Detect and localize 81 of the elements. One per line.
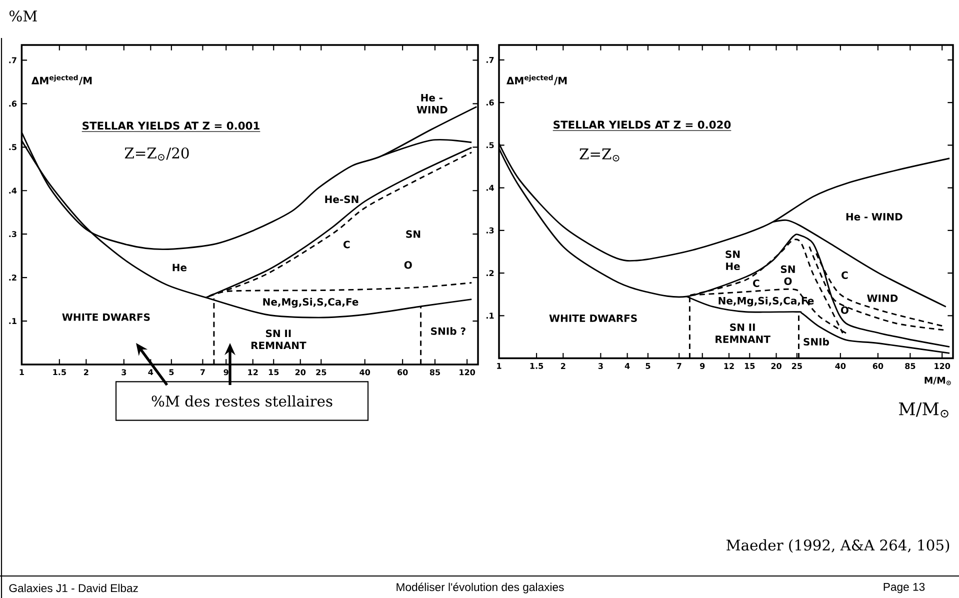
text: Page 13 [884,582,925,594]
annotation: O [840,306,848,314]
annotation: WIND [867,294,898,302]
y-tick-label: .5 [486,142,494,148]
x-tick-label: 20 [295,369,306,376]
annotation: O [404,261,412,269]
annotation: C [753,279,760,288]
annotation: He - WIND [416,94,448,114]
x-tick-label: 9 [700,363,705,370]
annotation: SN O [780,265,795,285]
y-tick-label: .7 [486,56,494,63]
y-tick-label: .2 [486,270,494,276]
text: STELLAR YIELDS AT Z = 0.020 [554,120,731,129]
y-tick-label: .1 [9,318,16,324]
text: Z=Z$_{⊙}$/20 [124,147,189,161]
x-tick-label: 25 [316,369,326,376]
text: M/M$_{⊙}$ [898,402,948,418]
x-tick-label: 1 [497,363,502,369]
x-tick-label: 7 [200,369,205,376]
x-tick-label: 120 [934,363,950,370]
y-tick-label: .5 [9,144,16,150]
annotation: C [344,240,350,248]
x-tick-label: 9 [224,369,228,376]
annotation: SN [406,230,420,238]
x-tick-label: 85 [430,369,440,376]
text: Modéliser l'évolution des galaxies [396,582,564,594]
x-tick-label: 2 [560,363,566,369]
text: Z=Z$_{⊙}$ [580,148,620,162]
annotation: He-SN [325,196,358,204]
x-tick-label: 40 [360,369,370,376]
x-tick-label: 5 [646,363,650,369]
annotation: ΔM$^{ejected}$/M [31,74,92,86]
annotation: WHITE DWARFS [62,313,150,321]
x-tick-label: 85 [905,363,916,370]
annotation: WHITE DWARFS [549,314,637,322]
annotation: SNIb [804,338,830,346]
x-tick-label: 25 [792,363,802,370]
x-tick-label: 15 [268,369,279,376]
x-tick-label: 3 [598,363,603,370]
x-tick-label: 20 [771,363,782,370]
x-tick-label: 120 [460,369,476,376]
y-tick-label: .3 [486,227,494,234]
text: %M des restes stellaires [152,395,332,407]
text: %M [10,10,37,22]
x-tick-label: 60 [872,363,884,370]
y-tick-label: .1 [486,312,494,319]
x-tick-label: 4 [148,369,154,376]
x-tick-label: 5 [169,369,174,376]
x-tick-label: 1.5 [530,363,544,369]
annotation: SNIb ? [431,327,466,335]
y-tick-label: .6 [486,100,494,106]
y-tick-label: .6 [9,100,17,107]
x-tick-label: 3 [122,369,126,376]
x-tick-label: 1.5 [53,369,66,376]
annotation: ΔM$^{ejected}$/M [506,74,567,86]
annotation: C [842,271,848,279]
annotation: SN II REMNANT [716,323,770,343]
y-tick-label: .2 [9,274,16,281]
x-tick-label: 2 [84,369,88,376]
x-axis-title: M/M$_{⊙}$ [924,376,951,386]
x-tick-label: 1 [20,369,24,376]
y-tick-label: .7 [9,57,16,64]
annotation: He [172,264,187,272]
y-tick-label: .3 [9,231,16,238]
annotation: SN He [726,250,740,270]
text: STELLAR YIELDS AT Z = 0.001 [82,122,260,130]
x-tick-label: 12 [248,369,258,376]
annotation: Ne,Mg,Si,S,Ca,Fe [263,298,358,308]
annotation: SN II REMNANT [251,330,306,349]
x-tick-label: 40 [835,363,846,370]
x-tick-label: 15 [744,363,755,369]
text: Maeder (1992, A&A 264, 105) [726,539,950,553]
y-tick-label: .4 [9,188,17,194]
x-tick-label: 4 [624,363,630,369]
annotation: Ne,Mg,Si,S,Ca,Fe [718,296,814,306]
y-tick-label: .4 [486,184,494,191]
annotation: He - WIND [846,213,902,220]
x-tick-label: 7 [676,363,682,369]
x-tick-label: 12 [724,363,734,369]
text: Galaxies J1 - David Elbaz [9,584,138,592]
x-tick-label: 60 [398,369,408,376]
